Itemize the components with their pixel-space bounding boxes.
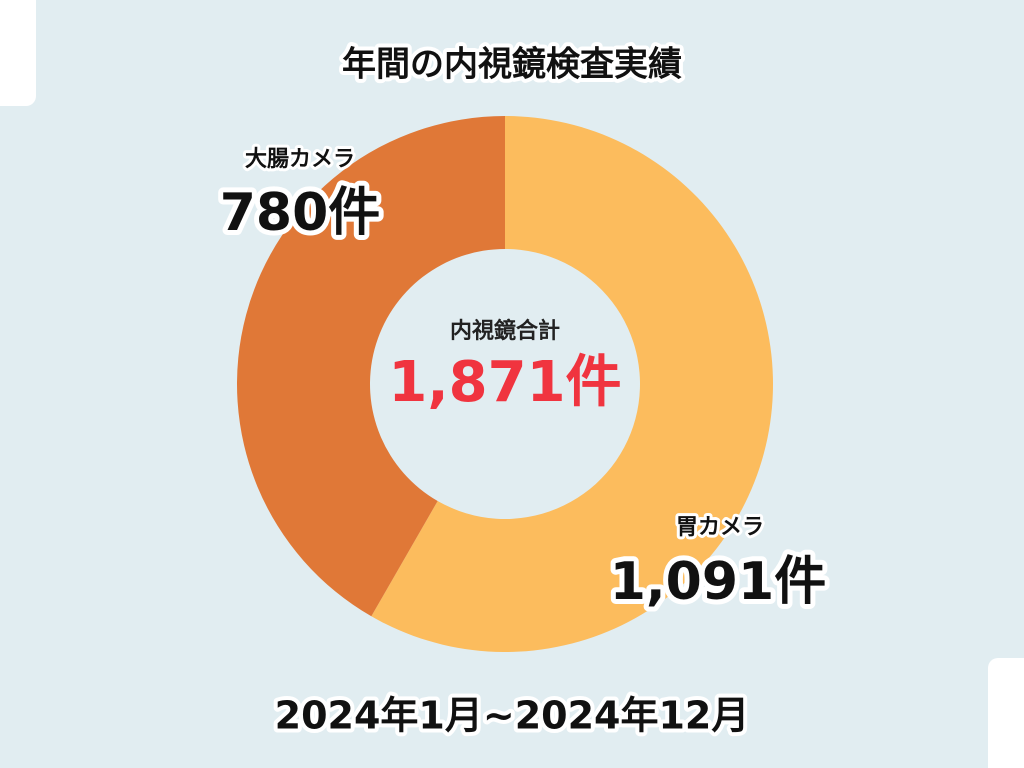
footer: 2024年1月~2024年12月 [275, 694, 750, 738]
corner-decoration [988, 658, 1024, 768]
value-label: 780件 [220, 183, 381, 243]
donut [236, 116, 773, 652]
slice [236, 116, 505, 617]
value-label: 1,091件 [610, 552, 826, 612]
slice-label: 大腸カメラ [245, 147, 355, 172]
slice [371, 116, 773, 652]
chart-title: 年間の内視鏡検査実績 [342, 45, 682, 85]
slice-label: 胃カメラ [676, 515, 764, 540]
center-value: 1,871件 [388, 350, 621, 415]
corner-decoration [0, 0, 36, 106]
center-label: 内視鏡合計 [450, 318, 560, 344]
